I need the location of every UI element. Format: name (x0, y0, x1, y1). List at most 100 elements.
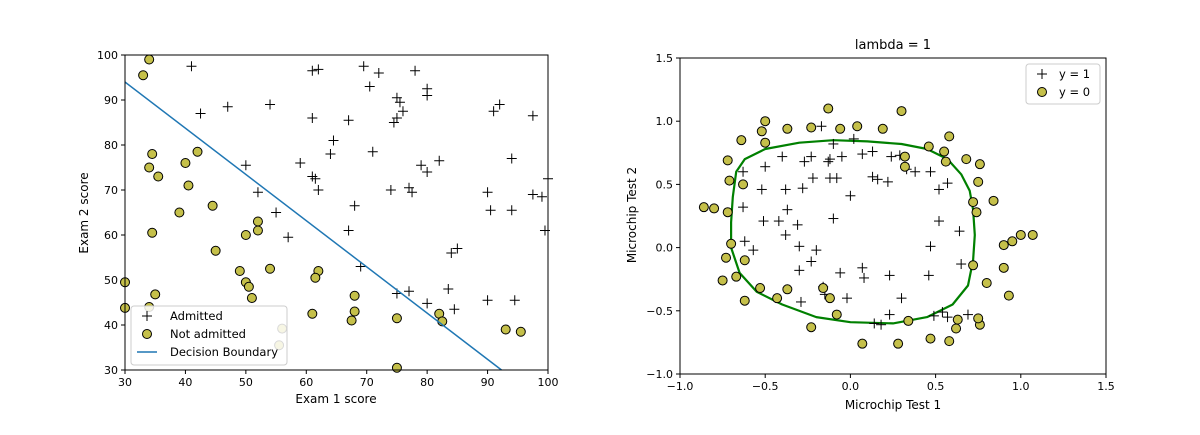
point-positive (416, 160, 427, 171)
point-positive (884, 270, 895, 281)
point-positive (404, 286, 415, 297)
legend-circle-icon (142, 329, 152, 339)
point-negative (207, 200, 218, 211)
point-positive (240, 160, 251, 171)
point-positive (364, 81, 375, 92)
point-positive (343, 115, 354, 126)
point-positive (271, 207, 282, 218)
point-positive (925, 166, 936, 177)
point-positive (195, 108, 206, 119)
point-positive (836, 151, 847, 162)
y-tick-label: 1.5 (656, 52, 674, 65)
point-positive (828, 213, 839, 224)
point-negative (877, 123, 888, 134)
chart-admission-marks (120, 54, 553, 373)
point-positive (857, 149, 868, 160)
point-positive (452, 243, 463, 254)
point-negative (782, 123, 793, 134)
point-negative (147, 149, 158, 159)
legend-box (130, 305, 288, 366)
point-negative (835, 123, 846, 134)
decision-boundary-contour (730, 139, 976, 325)
point-negative (755, 283, 766, 294)
point-positive (956, 259, 967, 270)
point-negative (731, 271, 742, 282)
point-positive (780, 184, 791, 195)
point-negative (806, 322, 817, 333)
chart-microchip-legend: y = 1 y = 0 (1025, 63, 1101, 105)
point-negative (896, 106, 907, 117)
point-positive (884, 309, 895, 320)
chart-admission-xlabel: Exam 1 score (295, 392, 376, 406)
point-positive (506, 205, 517, 216)
x-tick-label: −0.5 (752, 380, 779, 393)
x-tick-label: 100 (538, 376, 559, 389)
point-negative (698, 202, 709, 213)
point-positive (882, 176, 893, 187)
point-negative (831, 309, 842, 320)
point-negative (940, 156, 951, 167)
y-tick-label: −1.0 (646, 368, 673, 381)
x-tick-label: 80 (420, 376, 434, 389)
point-positive (509, 295, 520, 306)
point-negative (739, 295, 750, 306)
point-negative (307, 308, 318, 319)
point-positive (446, 248, 457, 258)
point-negative (138, 70, 149, 81)
x-tick-label: 0.0 (842, 380, 860, 393)
point-positive (848, 133, 859, 144)
point-positive (934, 216, 945, 227)
point-positive (367, 146, 378, 157)
point-positive (295, 158, 306, 168)
legend-circle-icon (1037, 87, 1047, 97)
point-positive (358, 61, 369, 72)
point-positive (942, 312, 953, 323)
point-positive (925, 241, 936, 252)
y-tick-label: 100 (97, 49, 118, 62)
chart-admission-frame (124, 54, 549, 371)
y-tick-label: 30 (104, 364, 118, 377)
chart-microchip: lambda = 1 Microchip Test 2 Microchip Te… (625, 38, 1115, 412)
point-positive (807, 173, 818, 184)
point-negative (726, 238, 737, 249)
point-negative (717, 275, 728, 286)
point-negative (174, 207, 185, 218)
point-positive (794, 241, 805, 252)
point-negative (391, 313, 402, 324)
legend-plus-icon (142, 311, 152, 321)
point-negative (899, 151, 910, 162)
point-negative (709, 203, 720, 214)
point-negative (824, 293, 835, 304)
point-positive (896, 293, 907, 304)
chart-admission-legend: Admitted Not admitted Decision Boundary (130, 305, 288, 366)
point-positive (422, 167, 433, 177)
point-positive (795, 296, 806, 307)
point-positive (923, 270, 934, 281)
point-positive (760, 161, 771, 172)
point-positive (222, 101, 233, 112)
point-negative (857, 338, 868, 349)
y-tick-label: 0.5 (656, 178, 674, 191)
chart-microchip-frame (679, 57, 1107, 375)
point-positive (325, 149, 336, 159)
point-positive (831, 173, 842, 184)
point-positive (928, 310, 939, 321)
x-tick-label: 30 (118, 376, 132, 389)
point-positive (782, 204, 793, 215)
point-positive (407, 187, 418, 198)
point-positive (252, 187, 263, 198)
point-positive (488, 106, 499, 117)
point-negative (391, 362, 402, 373)
point-positive (886, 151, 897, 162)
point-positive (186, 61, 197, 72)
point-negative (144, 162, 155, 173)
point-positive (872, 174, 883, 185)
point-negative (988, 195, 999, 206)
point-positive (527, 110, 538, 121)
point-positive (391, 113, 402, 123)
chart-microchip-title: lambda = 1 (855, 38, 931, 53)
x-tick-label: −1.0 (667, 380, 694, 393)
chart-admission-axes: 30 40 50 60 70 80 90 100 30 40 50 60 70 80 90 100 (97, 49, 559, 389)
point-negative (243, 281, 254, 292)
point-positive (859, 272, 870, 283)
